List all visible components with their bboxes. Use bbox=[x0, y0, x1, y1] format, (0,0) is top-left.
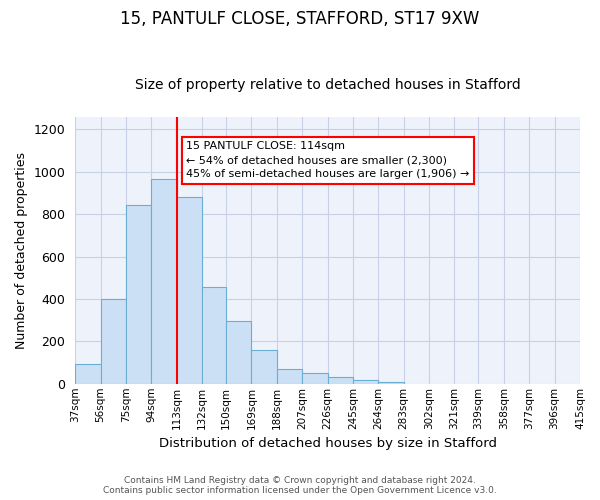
Bar bbox=[277, 369, 302, 384]
Y-axis label: Number of detached properties: Number of detached properties bbox=[15, 152, 28, 349]
Bar bbox=[379, 382, 404, 384]
Bar bbox=[101, 299, 126, 384]
Bar bbox=[226, 322, 251, 384]
Text: Contains HM Land Registry data © Crown copyright and database right 2024.
Contai: Contains HM Land Registry data © Crown c… bbox=[103, 476, 497, 495]
Bar bbox=[151, 180, 176, 384]
Bar bbox=[176, 198, 202, 384]
Text: 15, PANTULF CLOSE, STAFFORD, ST17 9XW: 15, PANTULF CLOSE, STAFFORD, ST17 9XW bbox=[121, 10, 479, 28]
Bar bbox=[328, 377, 353, 384]
Text: 15 PANTULF CLOSE: 114sqm
← 54% of detached houses are smaller (2,300)
45% of sem: 15 PANTULF CLOSE: 114sqm ← 54% of detach… bbox=[186, 141, 469, 179]
Bar bbox=[353, 380, 379, 384]
Bar bbox=[202, 288, 226, 384]
Bar bbox=[302, 373, 328, 384]
Title: Size of property relative to detached houses in Stafford: Size of property relative to detached ho… bbox=[135, 78, 520, 92]
Bar bbox=[126, 204, 151, 384]
X-axis label: Distribution of detached houses by size in Stafford: Distribution of detached houses by size … bbox=[158, 437, 497, 450]
Bar bbox=[75, 364, 101, 384]
Bar bbox=[251, 350, 277, 384]
